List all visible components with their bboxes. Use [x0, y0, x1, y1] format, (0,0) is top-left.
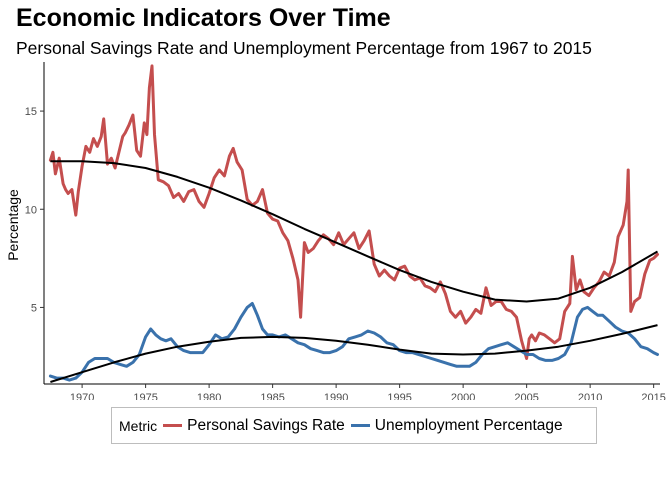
legend-label-unemployment: Unemployment Percentage — [374, 416, 563, 434]
legend-key-unemployment — [350, 424, 370, 427]
series-layer — [48, 64, 659, 382]
y-axis-title: Percentage — [5, 189, 21, 261]
axes: 5 10 15 1970 1975 1980 1985 1990 1995 2000 2005 201… — [25, 62, 666, 400]
y-tick-label: 10 — [25, 204, 37, 216]
x-tick-label: 1995 — [387, 392, 411, 400]
x-tick-label: 2015 — [641, 392, 665, 400]
trendline-layer — [50, 160, 659, 383]
series-line-unemployment-percentage — [48, 302, 659, 382]
trendline-unemployment-percentage — [50, 324, 658, 383]
legend-key-savings — [163, 424, 183, 427]
legend-title: Metric — [119, 417, 158, 434]
x-tick-label: 1975 — [133, 392, 157, 400]
line-chart: 5 10 15 1970 1975 1980 1985 1990 1995 2000 2005 201… — [5, 62, 666, 400]
y-tick-label: 15 — [25, 106, 37, 118]
trendline-personal-savings-rate — [50, 160, 659, 303]
x-tick-label: 2005 — [514, 392, 538, 400]
x-tick-label: 1990 — [324, 392, 348, 400]
x-tick-label: 2000 — [451, 392, 475, 400]
x-tick-label: 1970 — [70, 392, 94, 400]
chart-title: Economic Indicators Over Time — [16, 4, 391, 32]
series-line-personal-savings-rate — [48, 64, 659, 360]
y-tick-label: 5 — [31, 302, 37, 314]
legend-label-savings: Personal Savings Rate — [187, 416, 345, 434]
x-tick-label: 2010 — [578, 392, 602, 400]
x-tick-label: 1980 — [197, 392, 221, 400]
chart-subtitle: Personal Savings Rate and Unemployment P… — [16, 38, 592, 58]
legend-item-savings: Personal Savings Rate — [163, 417, 345, 435]
legend-item-unemployment: Unemployment Percentage — [350, 416, 563, 435]
legend: Metric Personal Savings Rate Unemploymen… — [111, 407, 597, 444]
x-tick-label: 1985 — [260, 392, 284, 400]
